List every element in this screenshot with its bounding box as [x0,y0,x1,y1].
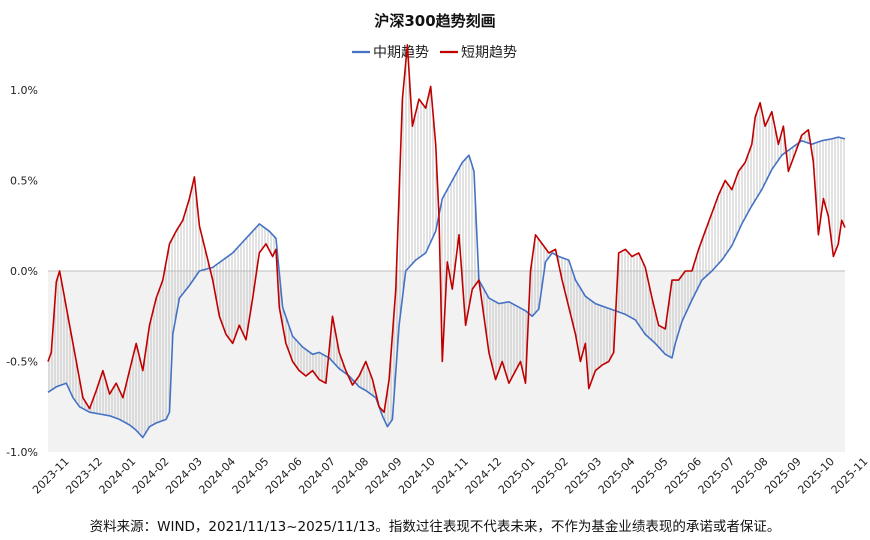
legend-label-1: 中期趋势 [373,45,429,61]
y-tick-label: 0.5% [10,175,38,188]
y-tick-label: 0.0% [10,265,38,278]
x-tick-label: 2025-11 [829,455,870,497]
source-note: 资料来源：WIND，2021/11/13~2025/11/13。指数过往表现不代… [89,519,781,535]
y-tick-label: 1.0% [10,84,38,97]
chart-title: 沪深300趋势刻画 [374,12,495,30]
negative-region-shade [48,271,845,452]
series-line-short-trend [47,44,846,413]
legend-label-2: 短期趋势 [461,45,517,61]
y-tick-label: -0.5% [6,356,38,369]
y-tick-label: -1.0% [6,446,38,459]
